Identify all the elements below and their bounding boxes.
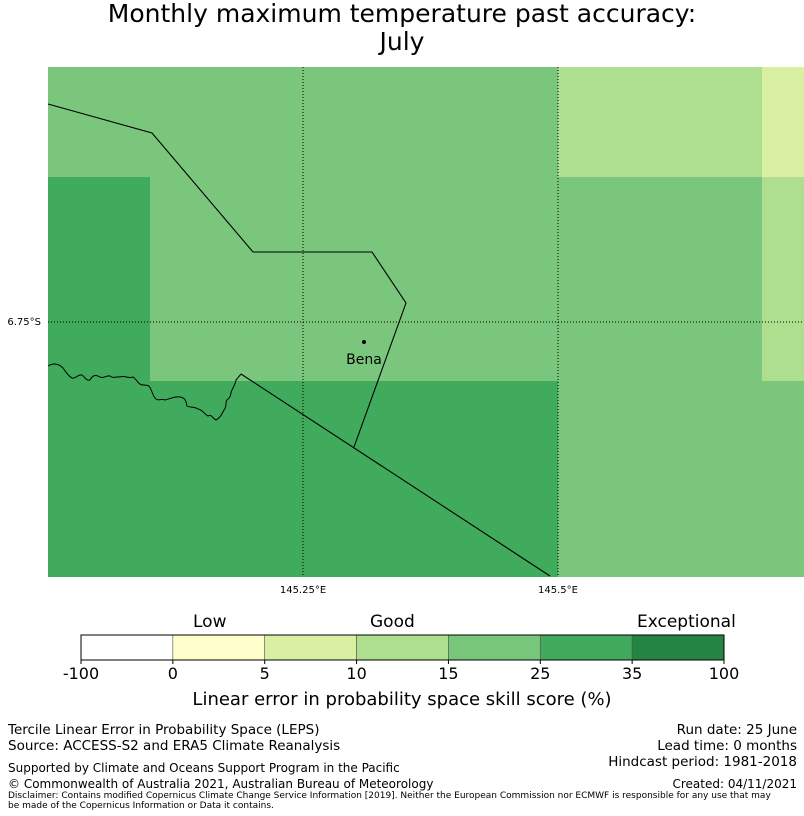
grid-cell: [303, 177, 558, 381]
colorbar-tick-label: 5: [260, 664, 270, 683]
footer-run-date: Run date: 25 June: [676, 722, 797, 738]
colorbar-swatch: [80, 634, 174, 661]
footer-hindcast: Hindcast period: 1981-2018: [608, 754, 797, 770]
colorbar-frame: [80, 634, 725, 661]
footer-method: Tercile Linear Error in Probability Spac…: [8, 722, 340, 754]
grid-cell: [303, 67, 558, 177]
grid-cell: [558, 177, 762, 381]
grid-cell: [762, 381, 804, 577]
footer-supported: Supported by Climate and Oceans Support …: [8, 761, 400, 775]
longitude-label-2: 145.5°E: [538, 585, 578, 596]
footer-disclaimer: Disclaimer: Contains modified Copernicus…: [8, 791, 798, 811]
grid-cell: [558, 67, 762, 177]
footer-source-line: Source: ACCESS-S2 and ERA5 Climate Reana…: [8, 738, 341, 754]
colorbar-swatch: [264, 634, 357, 661]
colorbar-tick-label: 35: [622, 664, 642, 683]
grid-cell: [48, 177, 150, 381]
colorbar-swatch: [356, 634, 449, 661]
title-line-1: Monthly maximum temperature past accurac…: [107, 0, 697, 28]
page-title: Monthly maximum temperature past accurac…: [0, 0, 804, 56]
boundary-line: [47, 103, 407, 448]
colorbar-tick-label: 10: [346, 664, 366, 683]
colorbar-tick-label: 15: [438, 664, 458, 683]
footer-run-info: Run date: 25 June Lead time: 0 months Hi…: [608, 722, 797, 770]
latitude-label: 6.75°S: [7, 317, 41, 328]
grid-cell: [150, 67, 303, 177]
footer-disclaimer-line-2: be made of the Copernicus Information or…: [8, 801, 274, 811]
colorbar-tick-label: 100: [709, 664, 740, 683]
colorbar-tick-label: 0: [168, 664, 178, 683]
grid-cell: [48, 381, 150, 577]
town-marker: [362, 340, 366, 344]
colorbar-swatch: [539, 634, 633, 661]
map: Bena 6.75°S 145.25°E 145.5°E: [7, 67, 804, 596]
colorbar-caption: Linear error in probability space skill …: [192, 689, 612, 710]
colorbar-swatch: [172, 634, 266, 661]
title-line-2: July: [379, 27, 425, 56]
skill-grid: [48, 67, 804, 577]
colorbar-category-low: Low: [193, 612, 227, 632]
grid-cell: [150, 381, 303, 577]
boundary-line-south: [240, 373, 551, 577]
colorbar: -100 0 5 10 15 25 35 100: [63, 634, 739, 683]
colorbar-swatch: [631, 634, 725, 661]
town-label: Bena: [346, 352, 382, 368]
footer-lead-time: Lead time: 0 months: [657, 738, 797, 754]
grid-cell: [762, 177, 804, 381]
footer-copyright: © Commonwealth of Australia 2021, Austra…: [8, 777, 434, 791]
grid-cell: [303, 381, 558, 577]
footer-disclaimer-line-1: Disclaimer: Contains modified Copernicus…: [8, 791, 771, 801]
colorbar-category-good: Good: [370, 612, 415, 632]
colorbar-category-exceptional: Exceptional: [637, 612, 736, 632]
grid-cell: [48, 67, 150, 177]
river-line: [47, 363, 242, 421]
colorbar-swatches: [80, 634, 725, 661]
colorbar-tick-label: -100: [63, 664, 99, 683]
footer-created: Created: 04/11/2021: [672, 777, 797, 791]
colorbar-ticks: -100 0 5 10 15 25 35 100: [63, 660, 739, 683]
grid-cell: [558, 381, 762, 577]
longitude-label-1: 145.25°E: [280, 585, 326, 596]
grid-cell: [762, 67, 804, 177]
footer-leps-line: Tercile Linear Error in Probability Spac…: [8, 722, 320, 738]
grid-cell: [150, 177, 303, 381]
colorbar-swatch: [448, 634, 541, 661]
colorbar-tick-label: 25: [530, 664, 550, 683]
